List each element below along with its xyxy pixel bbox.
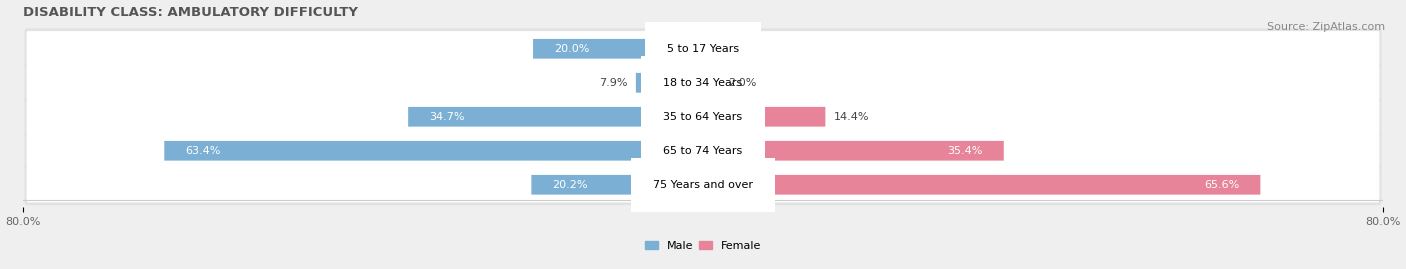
FancyBboxPatch shape [24,130,1382,171]
Text: 34.7%: 34.7% [429,112,465,122]
FancyBboxPatch shape [27,133,1379,168]
FancyBboxPatch shape [27,167,1379,203]
Text: 18 to 34 Years: 18 to 34 Years [664,78,742,88]
FancyBboxPatch shape [24,28,1382,69]
Text: 14.4%: 14.4% [834,112,869,122]
FancyBboxPatch shape [531,175,703,194]
Text: 5 to 17 Years: 5 to 17 Years [666,44,740,54]
Text: 75 Years and over: 75 Years and over [652,180,754,190]
FancyBboxPatch shape [533,39,703,59]
FancyBboxPatch shape [703,141,1004,161]
Text: 65.6%: 65.6% [1204,180,1239,190]
Text: 20.2%: 20.2% [553,180,588,190]
Text: 35 to 64 Years: 35 to 64 Years [664,112,742,122]
FancyBboxPatch shape [24,62,1382,103]
Text: 7.9%: 7.9% [599,78,627,88]
FancyBboxPatch shape [165,141,703,161]
Text: 65 to 74 Years: 65 to 74 Years [664,146,742,156]
FancyBboxPatch shape [24,96,1382,137]
FancyBboxPatch shape [27,65,1379,100]
Text: 35.4%: 35.4% [948,146,983,156]
Text: Source: ZipAtlas.com: Source: ZipAtlas.com [1267,22,1385,31]
FancyBboxPatch shape [703,175,1260,194]
FancyBboxPatch shape [636,73,703,93]
FancyBboxPatch shape [24,164,1382,205]
Text: 2.0%: 2.0% [728,78,756,88]
FancyBboxPatch shape [27,31,1379,66]
Text: 20.0%: 20.0% [554,44,589,54]
FancyBboxPatch shape [27,99,1379,134]
Text: 63.4%: 63.4% [186,146,221,156]
FancyBboxPatch shape [408,107,703,127]
FancyBboxPatch shape [703,107,825,127]
Legend: Male, Female: Male, Female [640,236,766,255]
Text: DISABILITY CLASS: AMBULATORY DIFFICULTY: DISABILITY CLASS: AMBULATORY DIFFICULTY [24,6,359,19]
FancyBboxPatch shape [703,73,720,93]
